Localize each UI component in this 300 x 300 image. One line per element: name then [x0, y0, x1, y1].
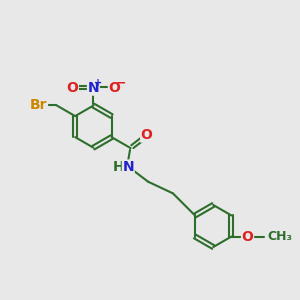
Text: H: H — [112, 160, 124, 174]
Text: N: N — [88, 81, 99, 95]
Text: −: − — [116, 77, 127, 90]
Text: Br: Br — [30, 98, 47, 112]
Text: O: O — [66, 81, 78, 95]
Text: +: + — [94, 78, 102, 88]
Text: O: O — [242, 230, 254, 244]
Text: O: O — [109, 81, 120, 95]
Text: O: O — [141, 128, 153, 142]
Text: CH₃: CH₃ — [267, 230, 292, 243]
Text: N: N — [122, 160, 134, 174]
